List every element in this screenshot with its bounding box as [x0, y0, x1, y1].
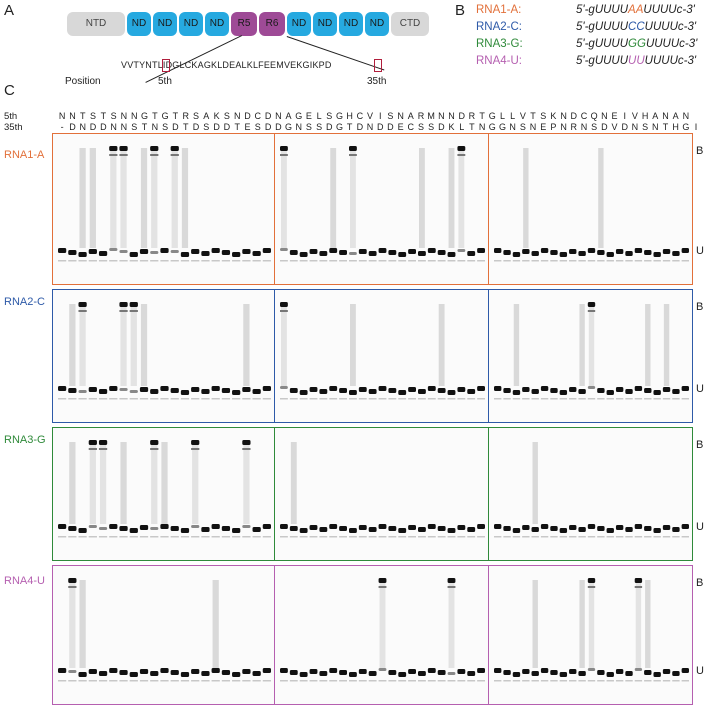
gel-rna4-u-section-3	[488, 565, 693, 705]
rna-probe-name: RNA4-U:	[476, 55, 523, 67]
row-5th-label: 5th	[4, 111, 18, 122]
position-5-highlight	[162, 59, 170, 72]
gel-rna3-g-section-1	[52, 427, 275, 561]
rna-probe-sequence: 5'-gUUUUAAUUUUc-3'	[576, 4, 695, 16]
bound-label: B	[696, 301, 704, 313]
unbound-label: U	[696, 245, 704, 257]
position-5th-label: 5th	[158, 76, 172, 87]
rna-probe-sequence: 5'-gUUUUUUUUUUc-3'	[576, 55, 697, 67]
gel-rna3-g-section-2	[274, 427, 489, 561]
domain-r5-5: R5	[231, 12, 257, 36]
gel-rna4-u-section-2	[274, 565, 489, 705]
domain-ctd-11: CTD	[391, 12, 429, 36]
gel-label-rna2-c: RNA2-C	[4, 296, 45, 308]
domain-nd-9: ND	[339, 12, 363, 36]
bound-label: B	[696, 577, 704, 589]
panel-label-c: C	[4, 82, 15, 99]
position-35th-label: 35th	[367, 76, 387, 87]
motif-sequence: VVTYNTLIDGLCKAGKLDEALKLFEEMVEKGIKPD	[121, 60, 332, 70]
domain-nd-10: ND	[365, 12, 389, 36]
rna-probe-sequence: 5'-gUUUUCCUUUUc-3'	[576, 21, 697, 33]
domain-nd-8: ND	[313, 12, 337, 36]
gel-rna2-c-section-1	[52, 289, 275, 423]
unbound-label: U	[696, 665, 704, 677]
rna-probe-name: RNA1-A:	[476, 4, 522, 16]
position-label: Position	[65, 76, 101, 87]
panel-label-b: B	[455, 2, 466, 19]
position-35-highlight	[374, 59, 382, 72]
gel-rna3-g-section-3	[488, 427, 693, 561]
rna-probe-sequence: 5'-gUUUUGGUUUUc-3'	[576, 38, 698, 50]
gel-label-rna1-a: RNA1-A	[4, 149, 45, 161]
gel-rna2-c-section-2	[274, 289, 489, 423]
domain-nd-4: ND	[205, 12, 229, 36]
gel-label-rna4-u: RNA4-U	[4, 575, 45, 587]
rna-probe-name: RNA2-C:	[476, 21, 523, 33]
panel-label-a: A	[4, 2, 15, 19]
bound-label: B	[696, 439, 704, 451]
domain-nd-7: ND	[287, 12, 311, 36]
domain-ntd-0: NTD	[67, 12, 125, 36]
domain-nd-2: ND	[153, 12, 177, 36]
gel-rna1-a-section-3	[488, 133, 693, 285]
gel-label-rna3-g: RNA3-G	[4, 434, 46, 446]
rna-probe-name: RNA3-G:	[476, 38, 523, 50]
unbound-label: U	[696, 521, 704, 533]
domain-r6-6: R6	[259, 12, 285, 36]
domain-nd-3: ND	[179, 12, 203, 36]
row-35th-label: 35th	[4, 122, 23, 133]
unbound-label: U	[696, 383, 704, 395]
gel-rna2-c-section-3	[488, 289, 693, 423]
gel-rna1-a-section-1	[52, 133, 275, 285]
gel-rna4-u-section-1	[52, 565, 275, 705]
bound-label: B	[696, 145, 704, 157]
gel-rna1-a-section-2	[274, 133, 489, 285]
domain-nd-1: ND	[127, 12, 151, 36]
